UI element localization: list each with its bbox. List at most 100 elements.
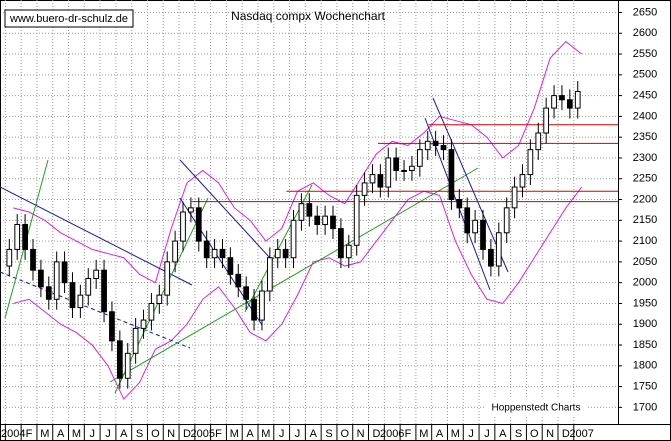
- x-tick-label: S: [515, 428, 522, 440]
- x-tick-label: 2006: [380, 428, 404, 440]
- candle-body: [345, 244, 352, 259]
- x-tick-label: M: [451, 428, 460, 440]
- candle-body: [290, 219, 297, 259]
- x-tick-label: J: [295, 428, 301, 440]
- x-tick-label: M: [40, 428, 49, 440]
- candle-body: [180, 211, 186, 242]
- candle-body: [251, 298, 257, 321]
- candle-body: [551, 95, 557, 109]
- candle-body: [527, 149, 534, 176]
- y-tick-label: 1950: [633, 297, 657, 309]
- x-tick-label: A: [246, 428, 254, 440]
- x-tick-label: N: [167, 428, 175, 440]
- candle-body: [188, 207, 194, 213]
- y-tick-label: 2150: [633, 214, 657, 226]
- x-tick-label: M: [419, 428, 428, 440]
- candle-body: [488, 248, 494, 267]
- candle-body: [424, 140, 431, 151]
- y-tick-label: 1850: [633, 339, 657, 351]
- source: Hoppenstedt Charts: [492, 403, 581, 414]
- trend-line: [432, 97, 509, 273]
- candle-body: [480, 219, 486, 250]
- trend-line: [0, 271, 191, 349]
- x-tick-label: N: [357, 428, 365, 440]
- y-tick-label: 2400: [633, 110, 657, 122]
- candle-body: [409, 165, 415, 171]
- y-tick-label: 2450: [633, 90, 657, 102]
- candle-body: [511, 186, 518, 209]
- candle-body: [148, 302, 155, 321]
- candle-body: [385, 157, 392, 188]
- y-tick-label: 2100: [633, 235, 657, 247]
- candle-body: [93, 269, 100, 280]
- x-tick-label: S: [136, 428, 143, 440]
- x-tick-label: A: [120, 428, 128, 440]
- candle-body: [30, 248, 36, 271]
- candle-body: [101, 269, 107, 313]
- candle-body: [116, 340, 123, 379]
- candle-body: [243, 286, 250, 300]
- candle-body: [6, 248, 13, 267]
- candle-body: [211, 248, 218, 259]
- candle-body: [464, 207, 471, 234]
- candle-body: [235, 273, 242, 288]
- x-tick-label: M: [230, 428, 239, 440]
- trend-line: [179, 197, 263, 326]
- candle-body: [543, 107, 550, 134]
- x-tick-label: 2007: [569, 428, 593, 440]
- y-tick-label: 1800: [633, 360, 657, 372]
- candle-body: [535, 132, 542, 151]
- candle-body: [259, 290, 265, 321]
- trend-line: [109, 167, 479, 383]
- candle-body: [266, 257, 273, 292]
- watermark-box: [4, 9, 134, 28]
- y-tick-label: 2200: [633, 193, 657, 205]
- x-tick-label: 2004: [1, 428, 25, 440]
- candle-body: [156, 294, 163, 304]
- x-tick-label: M: [261, 428, 270, 440]
- x-tick-label: A: [310, 428, 318, 440]
- x-tick-label: N: [546, 428, 554, 440]
- candle-body: [38, 269, 44, 288]
- y-tick-label: 2600: [633, 27, 657, 39]
- y-tick-label: 2250: [633, 173, 657, 185]
- y-tick-label: 2550: [633, 48, 657, 60]
- candle-body: [132, 327, 139, 354]
- candle-body: [140, 319, 147, 329]
- trend-line: [0, 186, 193, 286]
- y-tick-label: 2050: [633, 256, 657, 268]
- candle-body: [519, 174, 526, 188]
- candle-body: [559, 95, 565, 101]
- candle-body: [282, 248, 289, 259]
- y-tick-label: 1900: [633, 318, 657, 330]
- candle-body: [45, 286, 52, 300]
- candle-body: [314, 215, 321, 225]
- x-tick-label: J: [89, 428, 95, 440]
- x-tick-label: A: [57, 428, 65, 440]
- candle-body: [574, 90, 581, 109]
- x-tick-label: O: [151, 428, 160, 440]
- source-box: [486, 399, 586, 417]
- candle-body: [164, 261, 171, 296]
- candle-body: [322, 215, 328, 225]
- x-tick-label: O: [530, 428, 539, 440]
- x-tick-label: M: [72, 428, 81, 440]
- candle-body: [53, 261, 60, 300]
- trend-line: [179, 159, 271, 259]
- candle-body: [227, 257, 234, 275]
- y-tick-label: 2000: [633, 277, 657, 289]
- candle-body: [85, 278, 92, 296]
- candle-body: [495, 232, 502, 267]
- candle-body: [338, 228, 344, 259]
- candle-body: [353, 194, 360, 246]
- candle-body: [472, 219, 478, 234]
- candle-body: [401, 169, 407, 172]
- y-tick-label: 1750: [633, 380, 657, 392]
- candle-body: [416, 149, 423, 167]
- candle-body: [298, 203, 305, 221]
- chart-title: Nasdaq compx Wochenchart: [231, 9, 386, 23]
- candle-body: [566, 99, 573, 109]
- candle-body: [330, 215, 336, 230]
